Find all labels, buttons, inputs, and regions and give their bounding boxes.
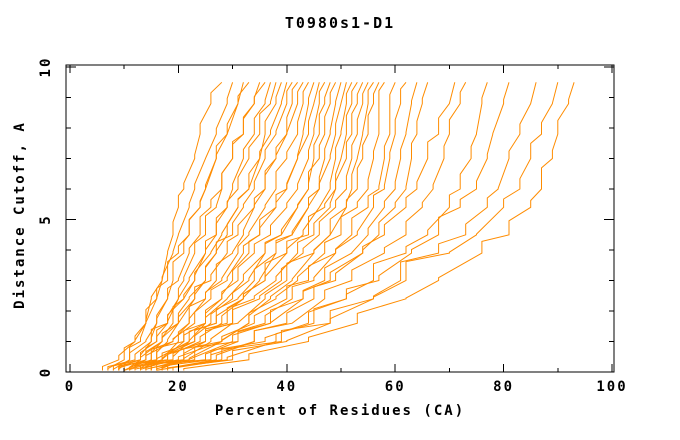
curve [123,82,337,371]
x-tick-label: 100 [596,379,627,395]
curve [177,82,488,371]
curve [102,81,250,371]
x-tick-label: 40 [276,379,297,395]
curve [118,82,364,371]
x-tick-label: 0 [65,379,75,395]
curve [118,81,223,371]
plot-border [65,64,615,373]
y-tick-label: 10 [38,57,54,78]
curve [118,82,320,371]
x-tick-label: 80 [493,379,514,395]
axes-frame [65,64,615,373]
curve [183,82,575,371]
chart-title: T0980s1-D1 [284,14,396,32]
x-tick-label: 60 [385,379,406,395]
curve [140,82,456,371]
curve [107,82,288,371]
curve [156,82,315,371]
curve [156,82,559,371]
x-axis-label: Percent of Residues (CA) [214,403,466,419]
curve [150,82,418,371]
curve [118,82,277,371]
y-tick-label: 0 [38,367,54,377]
curve [123,82,293,371]
y-tick-label: 5 [38,214,54,224]
curve [123,82,380,371]
tick-labels: 0 20 40 60 80 100 0 5 10 [38,57,627,395]
curve [134,81,407,371]
curve [150,82,358,371]
curve [150,82,510,371]
curve [161,82,467,371]
curve [112,81,266,371]
curve [129,82,347,371]
curve [112,82,304,371]
curve [167,82,537,371]
curve [150,82,299,371]
x-tick-label: 20 [168,379,189,395]
curves [102,81,575,371]
